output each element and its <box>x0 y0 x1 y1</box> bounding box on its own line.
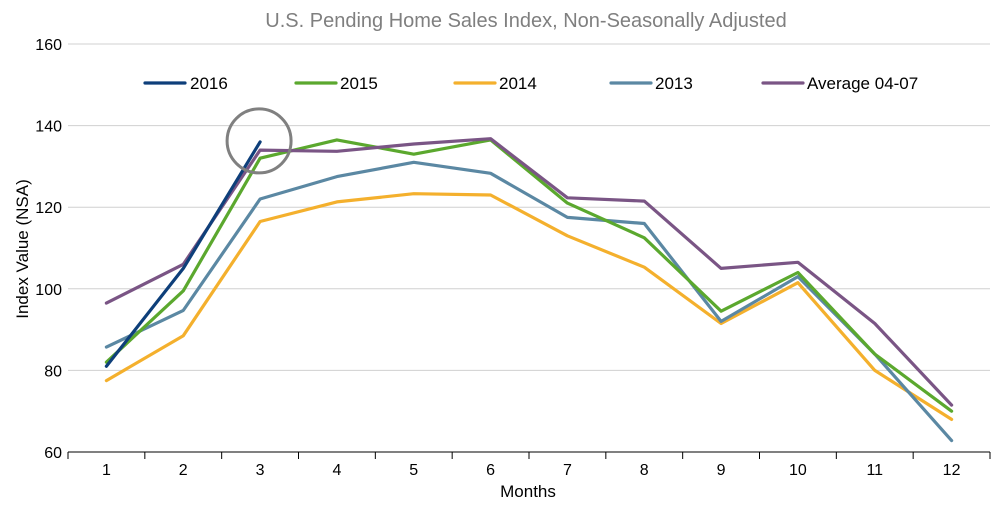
y-tick-label: 140 <box>35 119 62 136</box>
x-tick-label: 4 <box>332 462 341 479</box>
series-line-2013 <box>104 160 954 443</box>
y-tick-label: 100 <box>35 282 62 299</box>
y-tick-label: 120 <box>35 200 62 217</box>
legend-label: 2013 <box>655 74 693 93</box>
x-tick-label: 1 <box>102 462 111 479</box>
x-tick-label: 11 <box>866 462 883 479</box>
legend-item-2013: 2013 <box>609 74 693 93</box>
x-tick-label: 2 <box>179 462 188 479</box>
x-axis-label: Months <box>500 482 556 501</box>
x-tick-label: 8 <box>640 462 649 479</box>
x-tick-label: 6 <box>486 462 495 479</box>
series-line-2016 <box>104 140 262 368</box>
legend-label: Average 04-07 <box>807 74 918 93</box>
legend-label: 2014 <box>499 74 537 93</box>
x-tick-label: 9 <box>717 462 726 479</box>
series-line-2015 <box>104 138 954 413</box>
series-line-2014 <box>104 192 954 421</box>
x-tick-label: 5 <box>409 462 418 479</box>
x-tick-label: 12 <box>943 462 961 479</box>
legend-item-average-04-07: Average 04-07 <box>761 74 918 93</box>
legend-item-2016: 2016 <box>143 74 228 93</box>
highlight-circle <box>225 107 293 175</box>
legend-item-2014: 2014 <box>453 74 537 93</box>
y-tick-label: 80 <box>44 363 62 380</box>
x-tick-label: 10 <box>789 462 807 479</box>
legend-label: 2016 <box>190 74 228 93</box>
series-line-average-04-07 <box>104 137 954 407</box>
y-tick-label: 60 <box>44 445 62 462</box>
legend-item-2015: 2015 <box>294 74 378 93</box>
x-tick-label: 3 <box>256 462 265 479</box>
y-tick-label: 160 <box>35 37 62 54</box>
legend-label: 2015 <box>340 74 378 93</box>
x-tick-label: 7 <box>563 462 572 479</box>
y-axis-label: Index Value (NSA) <box>13 179 32 319</box>
chart-title: U.S. Pending Home Sales Index, Non-Seaso… <box>265 10 786 32</box>
